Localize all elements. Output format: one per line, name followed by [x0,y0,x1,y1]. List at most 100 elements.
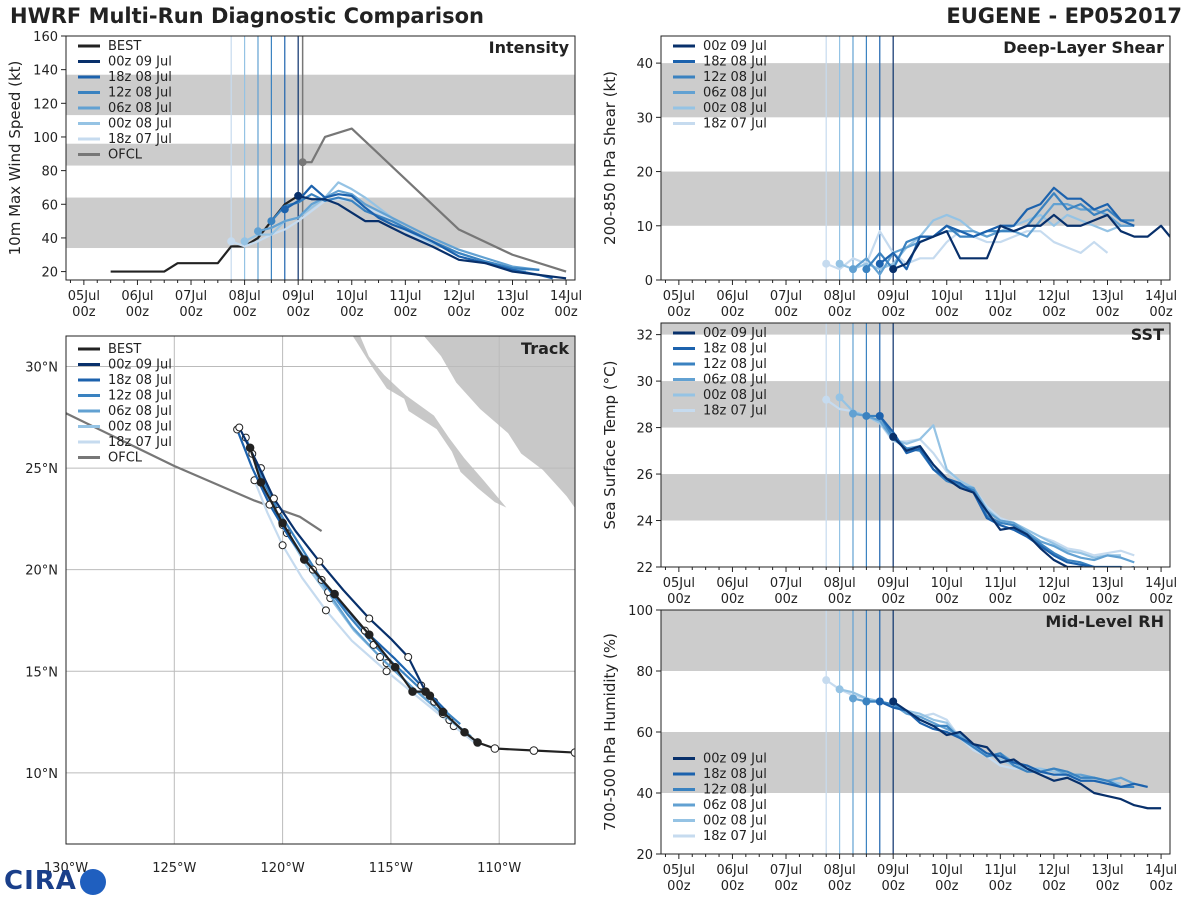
legend-label: 18z 08 Jul [703,767,767,782]
panel-title: Intensity [489,38,570,57]
x-tick-label-date: 09Jul [282,289,314,304]
baja-landmass [351,336,509,510]
x-tick-label-hour: 00z [721,592,745,607]
x-tick-label-date: 10Jul [931,576,963,591]
y-tick-label: 100 [628,604,653,619]
x-tick-label-hour: 00z [881,305,905,320]
legend-label: 18z 08 Jul [108,373,172,388]
best-track-marker [364,630,374,640]
x-tick-label-hour: 00z [72,305,96,320]
x-tick-label-date: 10Jul [336,289,368,304]
x-tick-label-hour: 00z [935,305,959,320]
x-tick-label-date: 11Jul [984,289,1016,304]
track-map-area [66,336,575,844]
best-track [249,447,575,754]
run-start-marker [875,697,884,706]
x-tick-label-date: 13Jul [1091,576,1123,591]
run-start-marker [227,237,236,246]
legend-label: 00z 09 Jul [703,752,767,767]
x-tick-label-hour: 00z [1042,879,1066,894]
x-tick-label-date: 12Jul [1038,289,1070,304]
x-tick-label-hour: 00z [1149,592,1173,607]
legend-label: 18z 07 Jul [108,132,172,147]
run-start-marker [889,697,898,706]
run-line-0 [892,213,1170,271]
threshold-band [66,74,575,116]
run-line-0 [892,436,1088,567]
legend-label: 18z 07 Jul [703,117,767,132]
x-tick-label-date: 06Jul [716,289,748,304]
y-axis-label: 200-850 hPa Shear (kt) [601,71,619,245]
best-track-marker [438,707,448,717]
legend-label: 18z 08 Jul [108,70,172,85]
run-line-0 [892,700,1162,810]
legend-label: BEST [108,342,141,357]
lon-tick-label: 115°W [369,861,413,876]
best-track-marker [570,748,575,757]
lon-tick-label: 125°W [152,861,196,876]
x-tick-label-date: 06Jul [716,576,748,591]
best-track-marker [245,443,255,453]
y-axis-label: 700-500 hPa Humidity (%) [601,633,619,831]
y-tick-label: 140 [33,64,58,79]
x-tick-label-date: 07Jul [770,289,802,304]
best-track-marker [473,738,482,747]
x-tick-label-date: 11Jul [984,576,1016,591]
map-frame [65,335,576,845]
x-tick-label-hour: 00z [774,305,798,320]
threshold-band [661,610,1170,671]
run-start-marker [253,227,262,236]
y-tick-label: 100 [33,131,58,146]
best-track-marker [529,746,539,755]
x-tick-label-hour: 00z [554,305,578,320]
legend-label: 06z 08 Jul [703,86,767,101]
run-start-marker [240,237,249,246]
y-tick-label: 20 [41,266,58,281]
x-tick-label-hour: 00z [1149,305,1173,320]
x-tick-label-date: 14Jul [1145,289,1177,304]
x-tick-label-date: 13Jul [1091,289,1123,304]
x-tick-label-hour: 00z [989,305,1013,320]
y-tick-label: 30 [636,375,653,390]
x-tick-label-hour: 00z [394,305,418,320]
best-track-marker [330,589,339,599]
plot-frame [660,35,1171,281]
plot-frame [65,35,576,281]
lat-tick-label: 15°N [25,665,58,680]
y-tick-label: 30 [636,111,653,126]
x-tick-label-hour: 00z [935,879,959,894]
y-tick-label: 22 [636,561,653,576]
y-tick-label: 20 [636,166,653,181]
x-tick-label-date: 05Jul [68,289,100,304]
y-tick-label: 32 [636,329,653,344]
panel-title: SST [1131,325,1164,344]
intensity-plot-area [66,36,575,280]
x-tick-label-hour: 00z [881,592,905,607]
y-tick-label: 28 [636,422,653,437]
y-tick-label: 40 [41,232,58,247]
x-tick-label-date: 14Jul [1145,863,1177,878]
x-tick-label-hour: 00z [774,879,798,894]
threshold-band [661,381,1170,428]
threshold-band [661,171,1170,226]
x-tick-label-date: 10Jul [931,289,963,304]
x-tick-label-date: 10Jul [931,863,963,878]
best-track-marker [256,478,266,487]
y-tick-label: 40 [636,787,653,802]
x-tick-label-date: 08Jul [823,576,855,591]
shear-plot-area [661,36,1170,280]
legend-label: 18z 08 Jul [703,55,767,70]
y-tick-label: 60 [636,726,653,741]
x-tick-label-hour: 00z [1042,305,1066,320]
legend-label: 00z 09 Jul [703,326,767,341]
run-track-marker [376,653,385,662]
page-title: HWRF Multi-Run Diagnostic Comparison [10,4,485,28]
rh-plot-area [661,610,1170,854]
best-track-marker [490,744,500,753]
y-tick-label: 10 [636,220,653,235]
x-tick-label-date: 14Jul [1145,576,1177,591]
x-tick-label-date: 06Jul [121,289,153,304]
